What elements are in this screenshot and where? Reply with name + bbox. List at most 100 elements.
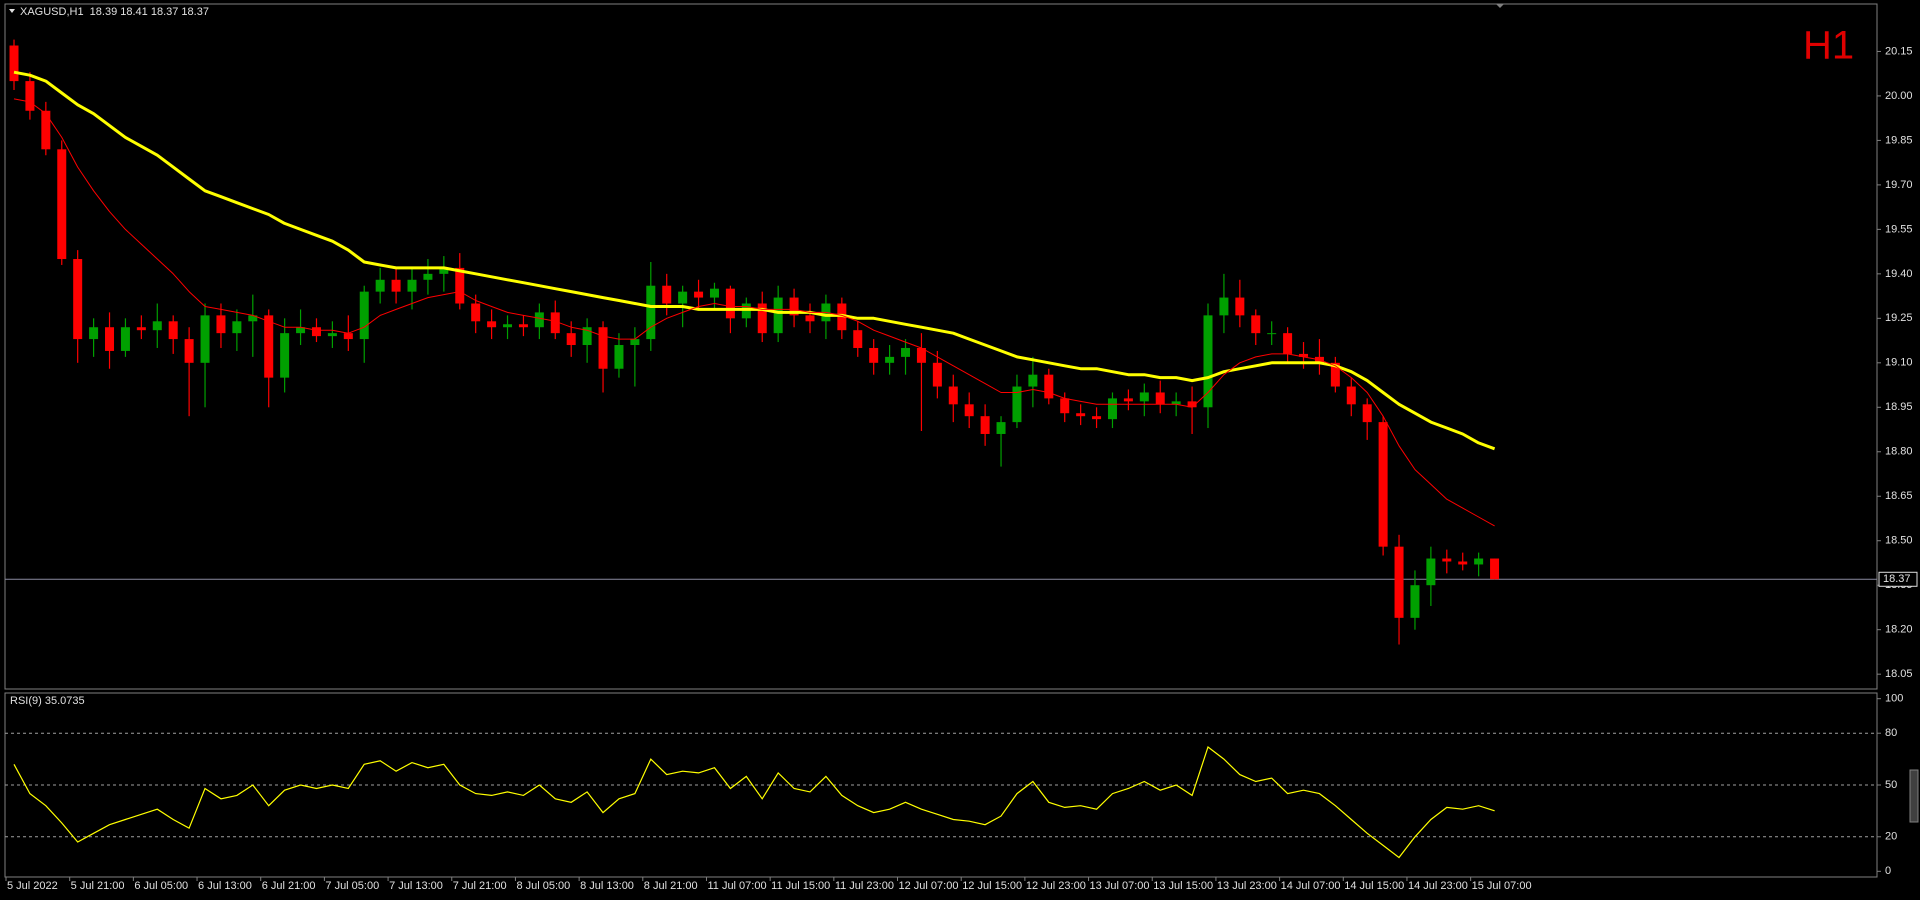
candle-body — [1426, 558, 1436, 586]
candle-body — [598, 327, 608, 369]
y-tick-label: 18.20 — [1885, 624, 1913, 636]
rsi-line — [13, 746, 1495, 859]
x-tick-label: 6 Jul 05:00 — [134, 880, 188, 892]
candle-body — [1410, 585, 1420, 618]
y-tick-label: 19.25 — [1885, 312, 1913, 324]
y-tick-label: 18.50 — [1885, 535, 1913, 547]
current-price-label: 18.37 — [1883, 573, 1911, 585]
candle-body — [200, 315, 210, 363]
x-tick-label: 11 Jul 15:00 — [771, 880, 830, 892]
candle-body — [359, 291, 369, 340]
x-tick-label: 5 Jul 21:00 — [71, 880, 125, 892]
candle-body — [296, 327, 306, 334]
candle-body — [996, 422, 1006, 434]
candle-body — [471, 303, 481, 322]
candle-body — [327, 333, 337, 337]
y-tick-label: 19.70 — [1885, 179, 1913, 191]
candle-body — [1442, 558, 1452, 562]
x-tick-label: 15 Jul 07:00 — [1472, 880, 1532, 892]
y-tick-label: 0 — [1885, 865, 1891, 877]
x-tick-label: 6 Jul 21:00 — [262, 880, 316, 892]
candle-body — [948, 386, 958, 405]
x-tick-label: 13 Jul 23:00 — [1217, 880, 1277, 892]
candle-body — [1378, 422, 1388, 547]
candle-body — [1171, 401, 1181, 405]
candle-body — [534, 312, 544, 328]
candle-body — [614, 345, 624, 369]
candle-body — [1012, 386, 1022, 423]
candle-body — [311, 327, 321, 337]
rsi-title: RSI(9) 35.0735 — [10, 695, 85, 707]
candle-body — [248, 315, 258, 322]
candle-body — [932, 362, 942, 387]
candle-body — [439, 267, 449, 274]
x-tick-label: 8 Jul 05:00 — [516, 880, 570, 892]
x-tick-label: 8 Jul 21:00 — [644, 880, 698, 892]
candle-body — [105, 327, 115, 351]
candle-body — [136, 327, 146, 331]
shift-marker — [1496, 4, 1504, 8]
y-tick-label: 50 — [1885, 779, 1897, 791]
scroll-handle[interactable] — [1909, 769, 1919, 823]
candle-body — [216, 315, 226, 334]
x-tick-label: 7 Jul 05:00 — [325, 880, 379, 892]
candle-body — [1092, 416, 1102, 420]
x-tick-label: 8 Jul 13:00 — [580, 880, 634, 892]
candle-body — [391, 279, 401, 292]
candle-body — [1346, 386, 1356, 405]
candle-body — [1155, 392, 1165, 405]
candle-body — [1394, 546, 1404, 618]
candle-body — [805, 315, 815, 322]
candle-body — [709, 288, 719, 298]
candle-body — [980, 416, 990, 434]
candle-body — [1299, 353, 1309, 357]
candle-body — [89, 327, 99, 340]
candle-body — [152, 321, 162, 331]
timeframe-label: H1 — [1803, 24, 1854, 68]
candle-body — [1187, 401, 1197, 408]
candle-body — [901, 347, 911, 357]
x-tick-label: 11 Jul 07:00 — [707, 880, 766, 892]
candle-body — [57, 149, 67, 260]
candle-body — [1251, 315, 1261, 334]
candle-body — [853, 330, 863, 348]
x-tick-label: 6 Jul 13:00 — [198, 880, 252, 892]
x-tick-label: 12 Jul 23:00 — [1026, 880, 1086, 892]
candle-body — [1203, 315, 1213, 408]
candle-body — [1107, 398, 1117, 420]
candle-body — [343, 333, 353, 340]
menu-arrow[interactable] — [9, 9, 15, 13]
candle-body — [73, 259, 83, 340]
candle-body — [9, 45, 19, 82]
candle-body — [455, 267, 465, 304]
candle-body — [1076, 413, 1086, 417]
candle-body — [423, 273, 433, 280]
candle-body — [789, 297, 799, 316]
candle-body — [1267, 333, 1277, 335]
candle-body — [916, 347, 926, 363]
x-tick-label: 13 Jul 07:00 — [1090, 880, 1150, 892]
y-tick-label: 80 — [1885, 727, 1897, 739]
x-tick-label: 11 Jul 23:00 — [835, 880, 894, 892]
candle-body — [869, 347, 879, 363]
candle-body — [566, 333, 576, 346]
y-tick-label: 20 — [1885, 831, 1897, 843]
candle-body — [1139, 392, 1149, 402]
current-price-box — [1878, 571, 1918, 587]
moving-average — [13, 98, 1495, 527]
candle-body — [678, 291, 688, 304]
x-tick-label: 12 Jul 07:00 — [899, 880, 959, 892]
x-tick-label: 7 Jul 21:00 — [453, 880, 507, 892]
candle-body — [741, 303, 751, 319]
candle-body — [487, 321, 497, 328]
candle-body — [1028, 374, 1038, 387]
candle-body — [1474, 558, 1484, 565]
candle-body — [725, 288, 735, 319]
candle-body — [184, 339, 194, 363]
candle-body — [1219, 297, 1229, 316]
x-tick-label: 13 Jul 15:00 — [1153, 880, 1213, 892]
candle-body — [1490, 558, 1500, 580]
candle-body — [773, 297, 783, 334]
